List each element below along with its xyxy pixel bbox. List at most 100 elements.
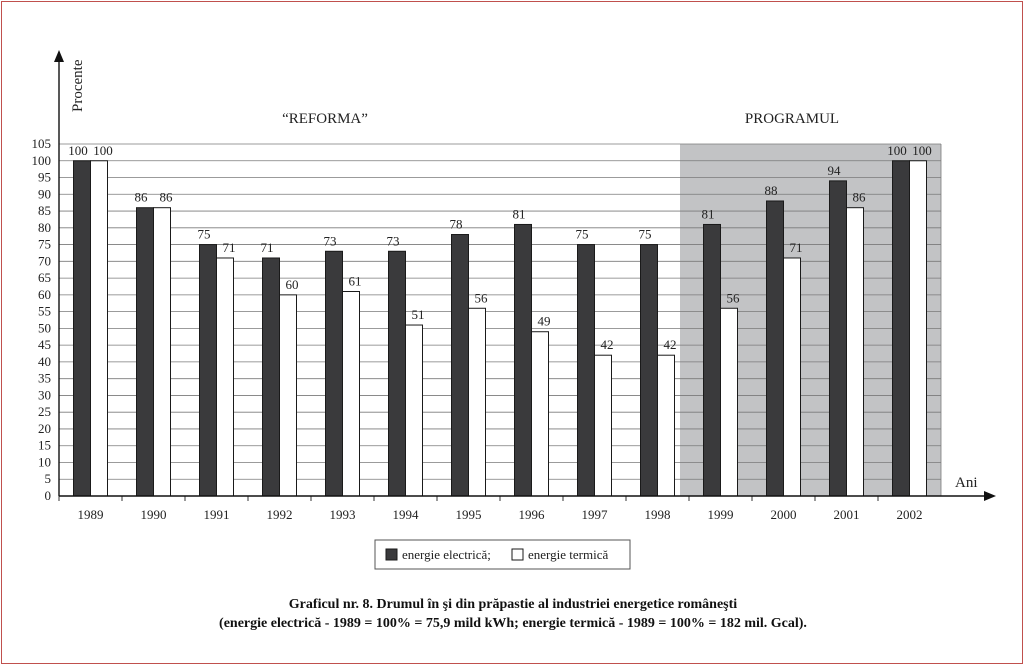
bar-energie-termica xyxy=(846,207,864,497)
bar-energie-electrica xyxy=(262,257,280,497)
chart-caption-line2: (energie electrică - 1989 = 100% = 75,9 … xyxy=(219,616,807,631)
data-label-termica: 49 xyxy=(538,314,551,329)
y-tick-label: 80 xyxy=(38,220,51,235)
data-label-electrica: 75 xyxy=(198,227,211,242)
legend-swatch-electrica xyxy=(385,548,398,561)
bar-energie-termica xyxy=(153,207,171,497)
data-label-electrica: 78 xyxy=(450,217,463,232)
y-tick-label: 35 xyxy=(38,371,51,386)
y-tick-label: 45 xyxy=(38,337,51,352)
bar-energie-electrica xyxy=(892,160,910,497)
bar-energie-termica xyxy=(783,257,801,497)
y-tick-label: 10 xyxy=(38,454,51,469)
bar-energie-electrica xyxy=(829,180,847,497)
bar-energie-electrica xyxy=(325,250,343,497)
x-tick-label: 1999 xyxy=(708,507,734,522)
y-tick-label: 20 xyxy=(38,421,51,436)
x-tick-label: 1992 xyxy=(267,507,293,522)
x-tick-label: 1997 xyxy=(582,507,609,522)
data-label-electrica: 75 xyxy=(639,227,652,242)
bar-energie-electrica xyxy=(388,250,406,497)
y-tick-label: 65 xyxy=(38,270,51,285)
bar-energie-termica xyxy=(909,160,927,497)
y-tick-label: 25 xyxy=(38,404,51,419)
bar-energie-electrica xyxy=(199,244,217,497)
chart-caption-line1: Graficul nr. 8. Drumul în şi din prăpast… xyxy=(288,597,738,612)
x-axis-title: Ani xyxy=(955,475,978,491)
data-label-electrica: 100 xyxy=(68,143,88,158)
data-label-termica: 100 xyxy=(912,143,932,158)
data-label-electrica: 94 xyxy=(828,163,842,178)
x-tick-label: 2000 xyxy=(771,507,797,522)
y-tick-label: 0 xyxy=(45,488,52,503)
data-label-termica: 61 xyxy=(349,274,362,289)
bar-energie-electrica xyxy=(514,223,532,497)
x-tick-label: 2002 xyxy=(897,507,923,522)
data-label-termica: 60 xyxy=(286,277,299,292)
data-label-electrica: 73 xyxy=(324,233,337,248)
bar-energie-termica xyxy=(468,307,486,497)
data-label-termica: 86 xyxy=(853,190,867,205)
y-tick-label: 100 xyxy=(32,153,52,168)
region-label-reforma: “REFORMA” xyxy=(282,111,368,127)
data-label-electrica: 100 xyxy=(887,143,907,158)
y-axis-title: Procente xyxy=(70,59,86,112)
data-label-electrica: 81 xyxy=(513,206,526,221)
y-tick-label: 95 xyxy=(38,170,51,185)
bar-energie-electrica xyxy=(73,160,91,497)
data-label-electrica: 88 xyxy=(765,183,778,198)
data-label-termica: 71 xyxy=(790,240,803,255)
y-tick-label: 85 xyxy=(38,203,51,218)
bar-energie-electrica xyxy=(451,234,469,497)
legend-swatch-termica xyxy=(511,548,524,561)
bar-energie-electrica xyxy=(703,223,721,497)
bar-energie-electrica xyxy=(640,244,658,497)
data-label-termica: 56 xyxy=(727,290,741,305)
y-tick-label: 90 xyxy=(38,186,51,201)
bar-energie-electrica xyxy=(766,200,784,497)
bar-energie-termica xyxy=(720,307,738,497)
x-tick-label: 1989 xyxy=(78,507,104,522)
y-tick-label: 70 xyxy=(38,253,51,268)
bar-energie-electrica xyxy=(577,244,595,497)
legend-label-electrica: energie electrică; xyxy=(402,547,491,562)
bar-energie-termica xyxy=(279,294,297,497)
bar-energie-electrica xyxy=(136,207,154,497)
data-label-termica: 86 xyxy=(160,190,174,205)
x-tick-label: 1995 xyxy=(456,507,482,522)
y-tick-label: 50 xyxy=(38,320,51,335)
bar-energie-termica xyxy=(657,354,675,497)
y-tick-label: 75 xyxy=(38,237,51,252)
y-axis-arrow xyxy=(54,50,64,62)
region-label-programul: PROGRAMUL xyxy=(745,111,839,127)
y-tick-label: 30 xyxy=(38,387,51,402)
x-tick-label: 2001 xyxy=(834,507,860,522)
x-axis-arrow xyxy=(984,491,996,501)
data-label-termica: 71 xyxy=(223,240,236,255)
legend-label-termica: energie termică xyxy=(528,547,608,562)
data-label-termica: 51 xyxy=(412,307,425,322)
x-tick-label: 1998 xyxy=(645,507,671,522)
y-tick-label: 40 xyxy=(38,354,51,369)
legend-box xyxy=(374,539,631,570)
data-label-electrica: 75 xyxy=(576,227,589,242)
x-tick-label: 1993 xyxy=(330,507,356,522)
y-tick-label: 105 xyxy=(32,136,52,151)
data-label-termica: 100 xyxy=(93,143,113,158)
bar-energie-termica xyxy=(342,291,360,497)
data-label-electrica: 73 xyxy=(387,233,400,248)
x-tick-label: 1994 xyxy=(393,507,420,522)
y-tick-label: 5 xyxy=(45,471,52,486)
data-label-termica: 42 xyxy=(664,337,677,352)
data-label-electrica: 71 xyxy=(261,240,274,255)
y-tick-label: 15 xyxy=(38,438,51,453)
x-tick-label: 1990 xyxy=(141,507,167,522)
y-tick-label: 60 xyxy=(38,287,51,302)
data-label-electrica: 86 xyxy=(135,190,149,205)
x-tick-label: 1991 xyxy=(204,507,230,522)
x-tick-label: 1996 xyxy=(519,507,546,522)
bar-energie-termica xyxy=(216,257,234,497)
bar-energie-termica xyxy=(405,324,423,497)
bar-energie-termica xyxy=(90,160,108,497)
